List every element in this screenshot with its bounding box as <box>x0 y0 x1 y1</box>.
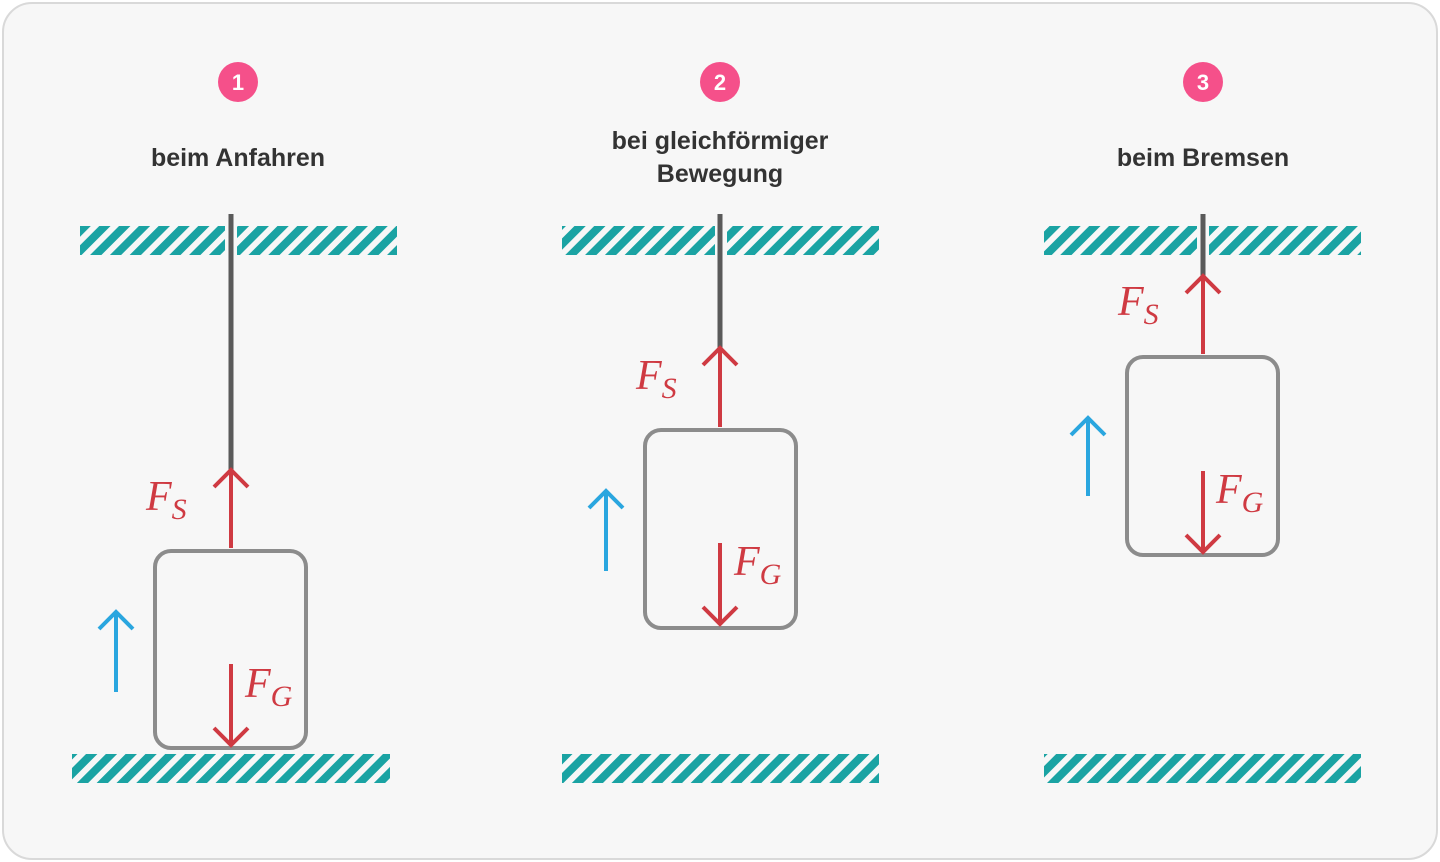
force-label-up-3: FS <box>1117 279 1159 331</box>
panel-2: 2 bei gleichförmiger Bewegung FS FG <box>562 62 879 783</box>
cabin-3 <box>1125 355 1280 557</box>
motion-arrow-3 <box>1069 415 1107 496</box>
floor-hatch-1 <box>72 754 390 783</box>
panel-title-2-line-2: Bewegung <box>657 160 783 188</box>
motion-arrow-1 <box>97 609 135 692</box>
cabin-1 <box>153 549 308 750</box>
ceiling-hatch-right-3 <box>1209 226 1361 255</box>
step-number-3: 3 <box>1197 70 1209 95</box>
force-label-down-3: FG <box>1215 467 1264 519</box>
step-number-1: 1 <box>232 70 244 95</box>
cabin-2 <box>643 428 798 630</box>
force-down-arrow-3 <box>1184 471 1222 555</box>
step-number-2: 2 <box>714 70 726 95</box>
panel-title-2-line-1: bei gleichförmiger <box>612 127 829 155</box>
panel-3: 3 beim Bremsen FS FG <box>1044 62 1361 783</box>
motion-arrow-2 <box>587 488 625 571</box>
force-label-down-2: FG <box>733 539 782 591</box>
step-badge-3 <box>1183 62 1223 102</box>
force-down-arrow-2 <box>701 543 739 627</box>
ceiling-hatch-left-2 <box>562 226 715 255</box>
ceiling-hatch-right-2 <box>727 226 879 255</box>
floor-hatch-2 <box>562 754 879 783</box>
force-label-up-2: FS <box>635 353 677 405</box>
floor-hatch-3 <box>1044 754 1361 783</box>
panel-1: 1 beim Anfahren FS FG <box>72 62 397 783</box>
force-down-arrow-1 <box>212 664 250 748</box>
force-up-arrow-3 <box>1184 273 1222 354</box>
force-up-arrow-2 <box>701 345 739 427</box>
force-label-up-1: FS <box>145 474 187 526</box>
panel-title-3: beim Bremsen <box>1117 144 1289 172</box>
ceiling-hatch-right-1 <box>237 226 397 255</box>
force-up-arrow-1 <box>212 467 250 548</box>
ceiling-hatch-left-3 <box>1044 226 1197 255</box>
force-label-down-1: FG <box>244 661 293 713</box>
panel-title-1: beim Anfahren <box>151 144 325 172</box>
step-badge-2 <box>700 62 740 102</box>
ceiling-hatch-left-1 <box>80 226 225 255</box>
step-badge-1 <box>218 62 258 102</box>
